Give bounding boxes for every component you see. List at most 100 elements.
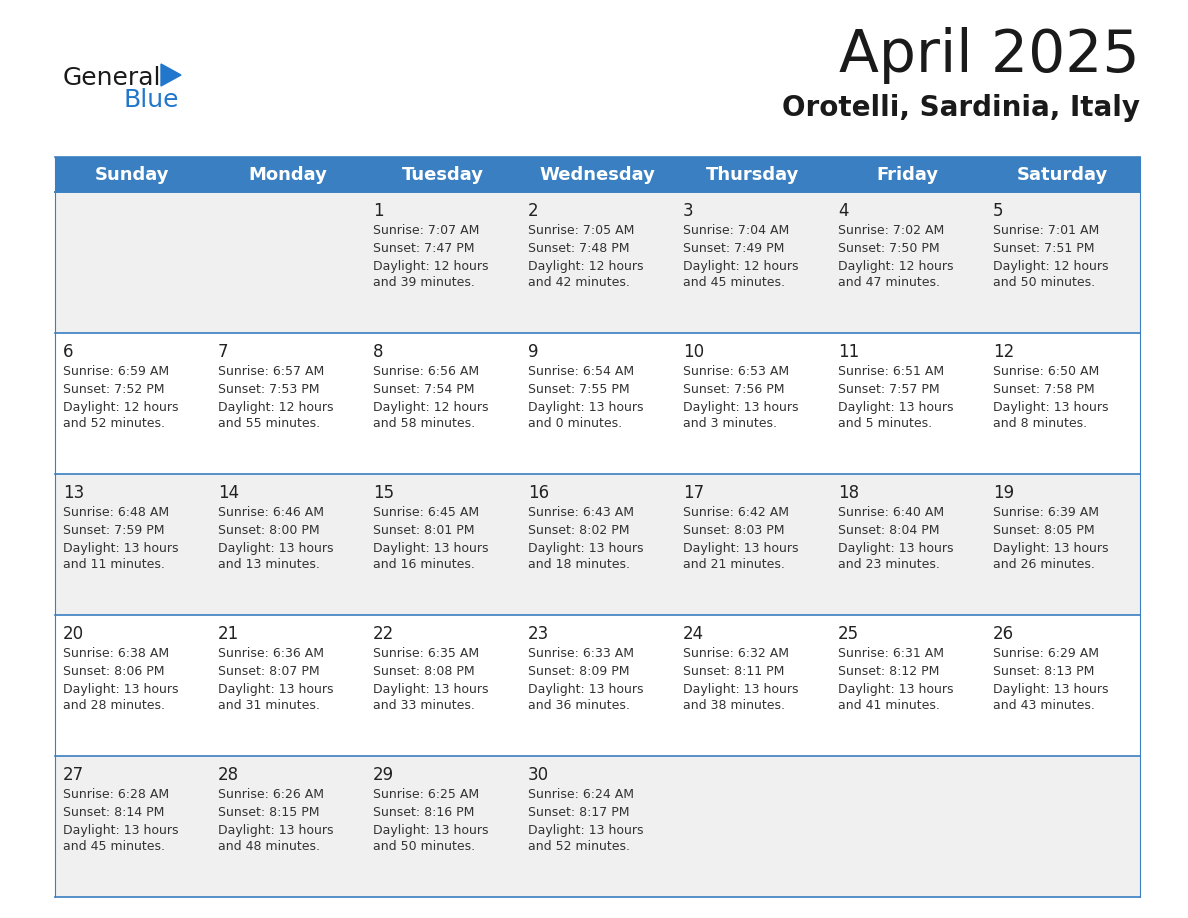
Text: Daylight: 13 hours: Daylight: 13 hours <box>683 683 798 696</box>
Text: Tuesday: Tuesday <box>402 165 484 184</box>
Text: and 13 minutes.: and 13 minutes. <box>219 558 320 571</box>
Text: and 0 minutes.: and 0 minutes. <box>527 417 623 430</box>
Text: 25: 25 <box>838 625 859 643</box>
Text: Sunday: Sunday <box>95 165 170 184</box>
Text: Sunrise: 6:53 AM: Sunrise: 6:53 AM <box>683 365 789 378</box>
Text: and 48 minutes.: and 48 minutes. <box>219 840 320 853</box>
Text: Sunrise: 6:50 AM: Sunrise: 6:50 AM <box>993 365 1099 378</box>
Text: Daylight: 13 hours: Daylight: 13 hours <box>373 542 488 555</box>
Text: Daylight: 12 hours: Daylight: 12 hours <box>373 260 488 273</box>
Text: Sunrise: 6:35 AM: Sunrise: 6:35 AM <box>373 647 479 660</box>
Text: Sunset: 7:50 PM: Sunset: 7:50 PM <box>838 242 940 255</box>
Text: Sunrise: 6:24 AM: Sunrise: 6:24 AM <box>527 788 634 801</box>
Text: Sunrise: 6:28 AM: Sunrise: 6:28 AM <box>63 788 169 801</box>
Bar <box>55 192 1140 333</box>
Text: and 11 minutes.: and 11 minutes. <box>63 558 165 571</box>
Text: and 31 minutes.: and 31 minutes. <box>219 699 320 712</box>
Text: Sunset: 7:55 PM: Sunset: 7:55 PM <box>527 383 630 396</box>
Text: Daylight: 13 hours: Daylight: 13 hours <box>683 401 798 414</box>
Text: 26: 26 <box>993 625 1015 643</box>
Text: Sunset: 8:09 PM: Sunset: 8:09 PM <box>527 665 630 678</box>
Text: Daylight: 13 hours: Daylight: 13 hours <box>993 683 1108 696</box>
Text: and 26 minutes.: and 26 minutes. <box>993 558 1095 571</box>
Text: Daylight: 13 hours: Daylight: 13 hours <box>838 683 954 696</box>
Text: 15: 15 <box>373 484 394 502</box>
Text: Daylight: 13 hours: Daylight: 13 hours <box>373 683 488 696</box>
Text: 5: 5 <box>993 202 1004 220</box>
Text: Sunrise: 6:31 AM: Sunrise: 6:31 AM <box>838 647 944 660</box>
Text: 4: 4 <box>838 202 848 220</box>
Text: 6: 6 <box>63 343 74 361</box>
Text: Sunrise: 6:32 AM: Sunrise: 6:32 AM <box>683 647 789 660</box>
Text: Sunrise: 6:46 AM: Sunrise: 6:46 AM <box>219 506 324 519</box>
Text: Sunset: 8:03 PM: Sunset: 8:03 PM <box>683 524 784 537</box>
Text: Sunrise: 6:54 AM: Sunrise: 6:54 AM <box>527 365 634 378</box>
Text: 28: 28 <box>219 766 239 784</box>
Text: General: General <box>63 66 162 90</box>
Text: Sunset: 8:16 PM: Sunset: 8:16 PM <box>373 806 474 819</box>
Bar <box>55 333 1140 474</box>
Text: 1: 1 <box>373 202 384 220</box>
Text: Sunset: 7:54 PM: Sunset: 7:54 PM <box>373 383 474 396</box>
Text: Sunset: 8:11 PM: Sunset: 8:11 PM <box>683 665 784 678</box>
Text: 22: 22 <box>373 625 394 643</box>
Text: Monday: Monday <box>248 165 327 184</box>
Text: Sunset: 7:48 PM: Sunset: 7:48 PM <box>527 242 630 255</box>
Text: Daylight: 13 hours: Daylight: 13 hours <box>993 542 1108 555</box>
Text: 13: 13 <box>63 484 84 502</box>
Text: Sunset: 8:06 PM: Sunset: 8:06 PM <box>63 665 164 678</box>
Text: 9: 9 <box>527 343 538 361</box>
Text: Daylight: 13 hours: Daylight: 13 hours <box>63 824 178 837</box>
Text: Daylight: 12 hours: Daylight: 12 hours <box>838 260 954 273</box>
Bar <box>55 615 1140 756</box>
Text: Sunrise: 6:42 AM: Sunrise: 6:42 AM <box>683 506 789 519</box>
Text: Sunset: 8:04 PM: Sunset: 8:04 PM <box>838 524 940 537</box>
Text: and 5 minutes.: and 5 minutes. <box>838 417 933 430</box>
Text: Daylight: 12 hours: Daylight: 12 hours <box>373 401 488 414</box>
Text: 2: 2 <box>527 202 538 220</box>
Text: and 52 minutes.: and 52 minutes. <box>63 417 165 430</box>
Text: Sunrise: 6:59 AM: Sunrise: 6:59 AM <box>63 365 169 378</box>
Text: Daylight: 13 hours: Daylight: 13 hours <box>373 824 488 837</box>
Text: and 21 minutes.: and 21 minutes. <box>683 558 785 571</box>
Text: Sunrise: 6:51 AM: Sunrise: 6:51 AM <box>838 365 944 378</box>
Text: and 43 minutes.: and 43 minutes. <box>993 699 1095 712</box>
Bar <box>55 756 1140 897</box>
Text: Blue: Blue <box>124 88 178 112</box>
Text: Sunrise: 7:01 AM: Sunrise: 7:01 AM <box>993 224 1099 237</box>
Text: Sunrise: 7:05 AM: Sunrise: 7:05 AM <box>527 224 634 237</box>
Text: Daylight: 12 hours: Daylight: 12 hours <box>527 260 644 273</box>
Text: and 3 minutes.: and 3 minutes. <box>683 417 777 430</box>
Text: 19: 19 <box>993 484 1015 502</box>
Text: Sunrise: 6:43 AM: Sunrise: 6:43 AM <box>527 506 634 519</box>
Text: Sunset: 7:47 PM: Sunset: 7:47 PM <box>373 242 474 255</box>
Text: Sunset: 8:07 PM: Sunset: 8:07 PM <box>219 665 320 678</box>
Text: and 23 minutes.: and 23 minutes. <box>838 558 940 571</box>
Text: and 42 minutes.: and 42 minutes. <box>527 276 630 289</box>
Text: Daylight: 13 hours: Daylight: 13 hours <box>63 542 178 555</box>
Text: 24: 24 <box>683 625 704 643</box>
Text: 10: 10 <box>683 343 704 361</box>
Text: 7: 7 <box>219 343 228 361</box>
Text: 23: 23 <box>527 625 549 643</box>
Text: Wednesday: Wednesday <box>539 165 656 184</box>
Text: 18: 18 <box>838 484 859 502</box>
Text: Sunset: 8:17 PM: Sunset: 8:17 PM <box>527 806 630 819</box>
Text: Sunrise: 6:26 AM: Sunrise: 6:26 AM <box>219 788 324 801</box>
Text: Sunset: 7:58 PM: Sunset: 7:58 PM <box>993 383 1094 396</box>
Text: Daylight: 13 hours: Daylight: 13 hours <box>527 542 644 555</box>
Text: and 45 minutes.: and 45 minutes. <box>63 840 165 853</box>
Text: 17: 17 <box>683 484 704 502</box>
Text: Sunset: 7:53 PM: Sunset: 7:53 PM <box>219 383 320 396</box>
Text: Daylight: 13 hours: Daylight: 13 hours <box>993 401 1108 414</box>
Text: Saturday: Saturday <box>1017 165 1108 184</box>
Text: Sunset: 8:01 PM: Sunset: 8:01 PM <box>373 524 474 537</box>
Text: Daylight: 13 hours: Daylight: 13 hours <box>219 683 334 696</box>
Text: Daylight: 13 hours: Daylight: 13 hours <box>683 542 798 555</box>
Text: Sunset: 8:15 PM: Sunset: 8:15 PM <box>219 806 320 819</box>
Text: Sunset: 8:02 PM: Sunset: 8:02 PM <box>527 524 630 537</box>
Text: Sunrise: 6:56 AM: Sunrise: 6:56 AM <box>373 365 479 378</box>
Text: Sunrise: 7:07 AM: Sunrise: 7:07 AM <box>373 224 480 237</box>
Text: Daylight: 13 hours: Daylight: 13 hours <box>219 824 334 837</box>
Text: and 45 minutes.: and 45 minutes. <box>683 276 785 289</box>
